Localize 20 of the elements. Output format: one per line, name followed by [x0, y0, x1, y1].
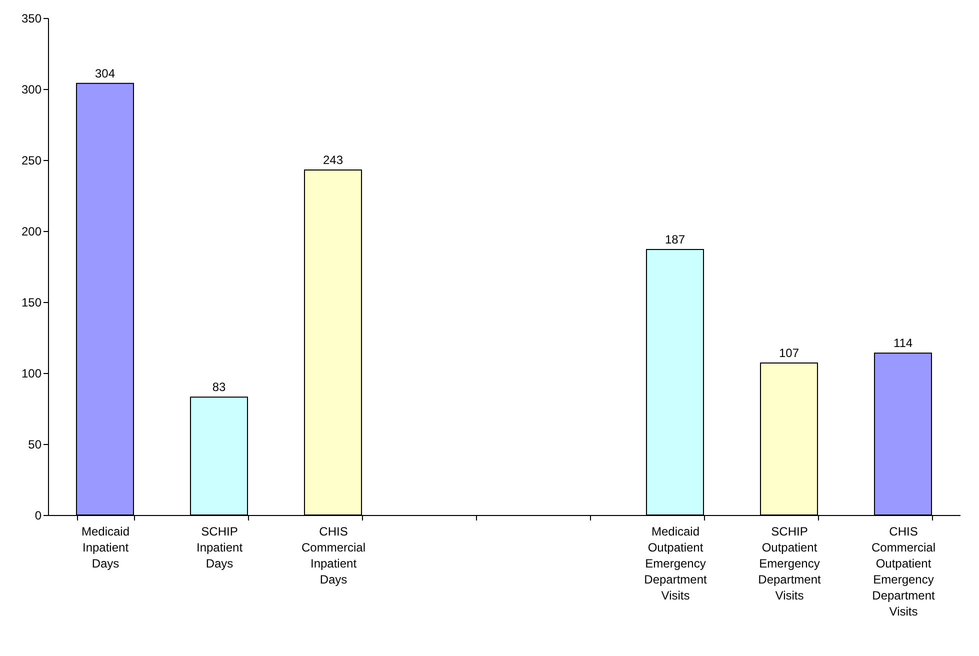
x-tick-label: CHIS Commercial Inpatient Days	[301, 524, 366, 586]
data-label: 243	[322, 152, 344, 167]
y-tick-label: 350	[21, 12, 42, 26]
data-label: 304	[94, 66, 116, 80]
y-tick-label: 50	[28, 438, 42, 452]
y-tick-label: 250	[21, 154, 42, 168]
y-tick-label: 300	[21, 82, 42, 96]
x-tick-label: Medicaid Inpatient Days	[81, 524, 130, 570]
x-tick-label: SCHIP Outpatient Emergency Department Visits	[758, 524, 822, 602]
data-label: 114	[893, 336, 913, 350]
y-tick-label: 0	[34, 508, 42, 522]
data-label: 83	[212, 380, 226, 394]
data-label: 187	[664, 232, 686, 246]
y-tick-label: 200	[21, 224, 42, 238]
y-tick-label: 150	[21, 296, 42, 310]
x-tick-label: CHIS Commercial Outpatient Emergency Department Visits	[871, 524, 936, 618]
x-tick-label: SCHIP Inpatient Days	[196, 524, 244, 570]
x-tick-label: Medicaid Outpatient Emergency Department Visits	[644, 524, 708, 602]
y-tick-label: 100	[21, 366, 42, 380]
data-label: 107	[778, 346, 800, 360]
